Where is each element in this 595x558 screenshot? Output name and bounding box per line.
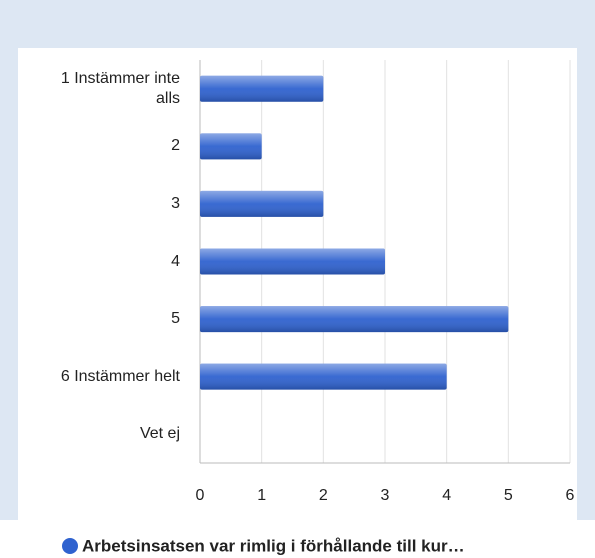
y-tick-label: 6 Instämmer helt xyxy=(60,367,180,385)
bar-shine xyxy=(200,133,262,160)
x-tick-label: 6 xyxy=(566,487,575,504)
bar-shine xyxy=(200,363,447,390)
legend-swatch xyxy=(62,538,78,554)
plot-background xyxy=(18,48,577,520)
x-tick-label: 2 xyxy=(319,487,328,504)
x-tick-label: 5 xyxy=(504,487,513,504)
legend-label: Arbetsinsatsen var rimlig i förhållande … xyxy=(82,536,465,555)
y-tick-label: 3 xyxy=(171,194,180,212)
y-tick-label: Vet ej xyxy=(139,425,180,443)
bar-shine xyxy=(200,306,509,333)
x-tick-label: 4 xyxy=(442,487,451,504)
x-tick-label: 1 xyxy=(257,487,266,504)
y-tick-label: 5 xyxy=(171,310,180,328)
y-tick-label: 2 xyxy=(171,137,180,155)
bar-shine xyxy=(200,190,324,217)
y-tick-label: 4 xyxy=(171,252,180,270)
x-tick-label: 0 xyxy=(196,487,205,504)
y-tick-label: 1 Instämmer inte alls xyxy=(60,69,180,107)
bar-shine xyxy=(200,75,324,102)
bar-shine xyxy=(200,248,385,275)
x-tick-label: 3 xyxy=(381,487,390,504)
